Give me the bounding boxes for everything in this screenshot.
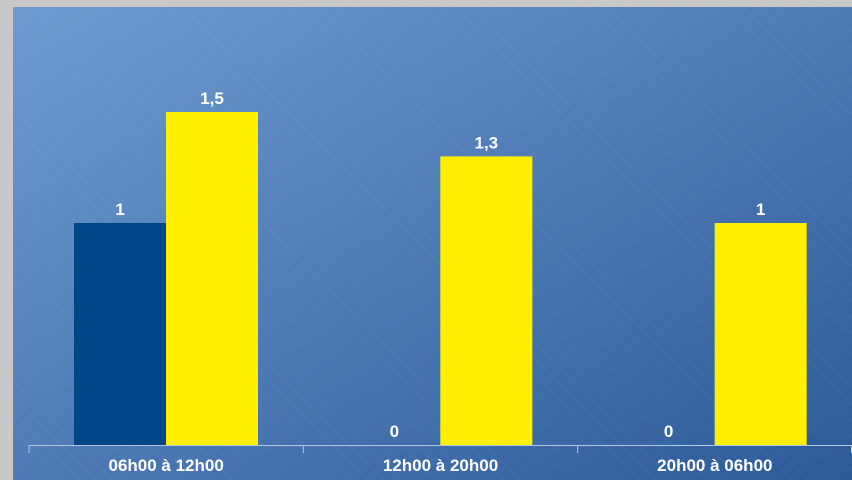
data-label-series2-3: 1 <box>756 200 765 219</box>
chart-frame: 1 1,5 0 1,3 0 1 06h00 à 12h00 12h00 à 20h00 20h… <box>13 7 852 480</box>
data-label-series1-2: 0 <box>390 422 399 441</box>
x-axis: 06h00 à 12h00 12h00 à 20h00 20h00 à 06h00 <box>28 445 852 475</box>
bar-labels-group: 1 1,5 0 1,3 0 1 <box>115 89 765 441</box>
x-tick-label-1: 06h00 à 12h00 <box>109 456 224 475</box>
bar-series2-3 <box>714 223 807 445</box>
bar-series2-1 <box>166 112 258 445</box>
bar-series2-2 <box>440 156 533 445</box>
data-label-series1-3: 0 <box>664 422 673 441</box>
bar-chart: 1 1,5 0 1,3 0 1 06h00 à 12h00 12h00 à 20h00 20h… <box>13 7 852 480</box>
x-tick-label-2: 12h00 à 20h00 <box>383 456 498 475</box>
data-label-series2-1: 1,5 <box>200 89 224 108</box>
x-tick-label-3: 20h00 à 06h00 <box>657 456 772 475</box>
bars-group <box>74 112 807 445</box>
bar-series1-1 <box>74 223 166 445</box>
data-label-series2-2: 1,3 <box>475 133 499 152</box>
data-label-series1-1: 1 <box>115 200 124 219</box>
